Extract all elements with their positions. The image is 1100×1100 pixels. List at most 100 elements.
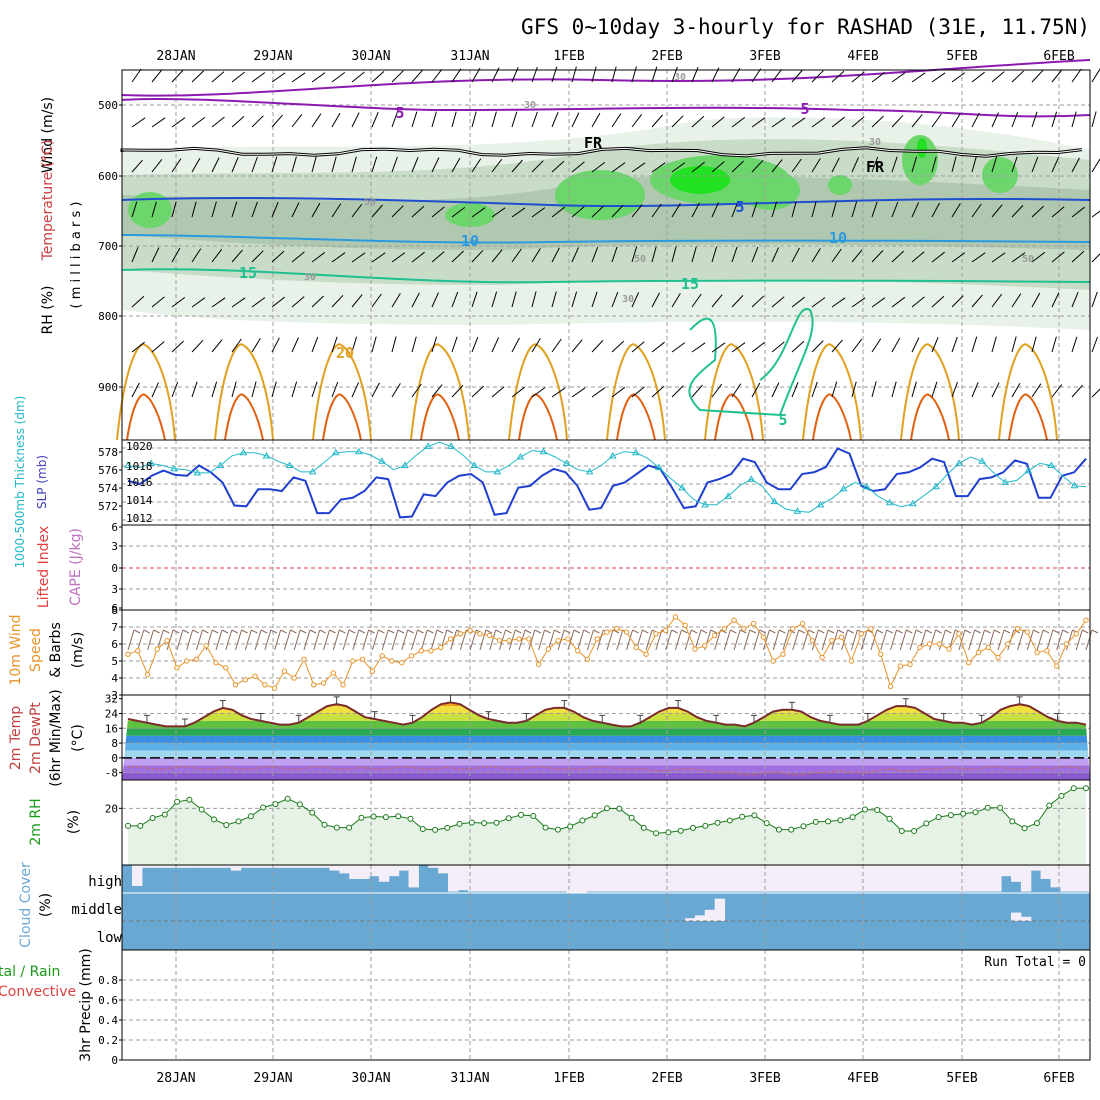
date-label-top: 29JAN [253,49,292,64]
wind-barb [151,382,159,398]
wind-barb [451,206,466,218]
cloud-high-clear [774,865,785,892]
wind-barb [731,201,739,218]
wind-barb [831,70,845,83]
cloud-high-clear [803,865,814,892]
wind-barb [631,341,645,353]
rh-point [702,822,709,829]
wind-barb [951,381,958,398]
wind10-barb-flag [251,629,258,634]
wind-barb [751,159,764,173]
date-label-top: 5FEB [946,49,977,64]
wind10-barb-flag [211,629,219,634]
rh-point [468,819,475,826]
wind-barb [651,385,665,398]
date-label-top: 4FEB [847,49,878,64]
wind10-barb-flag [749,629,757,634]
rh-area [128,788,1086,865]
wind-barb [471,291,478,308]
panel-frame [121,949,1091,1061]
cloud-high-clear [1060,865,1071,892]
wind10-point [829,637,835,644]
wind-barb [991,382,1000,398]
wind-barb [371,71,385,83]
wind-barb [551,160,565,173]
wind-barb [1051,69,1063,83]
upper-rh-label: RH (%) [40,286,56,335]
wind-barb [851,201,858,218]
wind10-point [418,648,424,654]
rh2m-unit: (%) [66,810,82,834]
wind10-speed-line [127,616,1087,689]
cloud-high-clear [724,865,735,892]
wind-barb [771,341,785,353]
cloud-high-clear [714,865,726,892]
y-tick-label: 24 [105,707,119,720]
wind10-point [369,668,376,674]
wind-barb [991,252,1006,263]
wind-barb [131,247,139,263]
wind-barb [831,297,846,308]
cloud-high-clear [981,865,992,892]
y-tick-label: 578 [98,446,118,459]
wind10-point [164,637,170,644]
wind-barb [351,382,360,398]
wind-barb [591,161,606,173]
cloud-high-clear [428,865,439,868]
upper-temp-label: Temperature (°C) [40,140,56,262]
wind10-barb [997,629,1005,651]
wind10-barb [626,629,634,651]
cloud-high-clear [398,865,410,871]
contour-label: 20 [336,344,354,362]
wind-barb [191,70,204,83]
wind10-barb-flag [299,629,307,634]
thickness-marker [724,492,733,499]
rh-point [346,824,353,831]
wind-barb [211,297,226,308]
wind10-barb [391,629,399,651]
wind10-point [663,627,669,634]
temp-contour-25 [322,393,362,441]
wind-barb [711,294,723,308]
upper-mb-label: ( m i l l i b a r s ) [69,202,84,309]
wind10-point [956,631,962,637]
wind10-barb-flag [563,629,571,634]
cloud-high-clear [388,865,400,877]
wind-barb [451,291,459,308]
wind-barb [471,207,486,218]
wind10-point [428,648,434,654]
thickness-marker [239,448,248,456]
wind-barb [591,66,597,83]
wind-barb [171,340,184,353]
wind-barb [771,296,785,308]
wind-barb [651,341,665,353]
wind-barb [751,201,758,218]
wind-barb [1011,70,1024,83]
wind-barb [511,111,518,128]
wind-barb [611,66,617,83]
wind10-point [848,658,855,664]
cloud-high-clear [922,865,933,892]
wind-barb [291,114,303,128]
wind10-barb-flag [241,629,248,634]
wind-barb [791,201,797,218]
cloud-high-clear [191,865,202,868]
rh-point [1021,825,1028,832]
wind10-barb [518,629,526,651]
temp2m-label-b: 2m DewPt [28,702,44,774]
wind10-point [741,626,747,632]
wind10-barb-flag [876,629,884,634]
wind-barb [1091,68,1100,83]
cloud-high-clear [448,865,459,892]
wind10-barb [968,629,976,651]
wind-barb [391,383,401,398]
wind-barb [831,339,843,353]
rh-point [296,801,303,808]
precip-label-c: 3hr Precip (mm) [78,948,94,1061]
cloud-high-clear [497,865,508,892]
wind10-point [193,656,200,662]
wind-barb [351,112,360,128]
cloud-high-clear [932,865,943,892]
wind-barb [1051,157,1060,173]
wind10-barb-flag [202,629,209,634]
